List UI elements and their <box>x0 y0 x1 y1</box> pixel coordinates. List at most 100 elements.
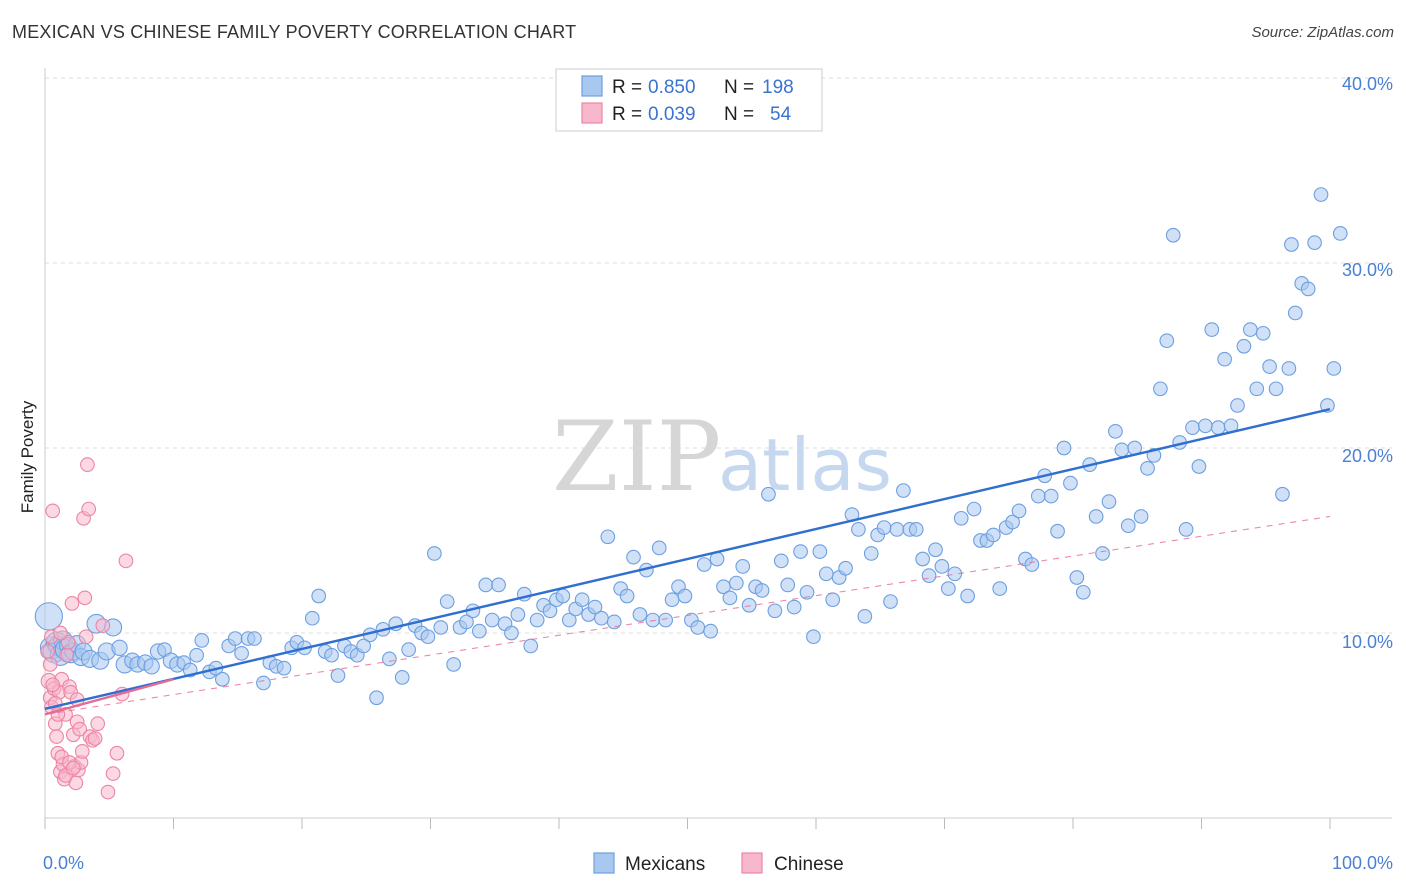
bottom-legend-chinese[interactable]: Chinese <box>774 854 844 875</box>
mexicans-point <box>889 522 905 537</box>
mexicans-point <box>651 540 667 556</box>
mexicans-point <box>626 549 641 565</box>
mexicans-point <box>1230 398 1245 413</box>
chinese-point <box>72 721 88 737</box>
chinese-point <box>78 629 94 645</box>
legend-r-value-1: 0.850 <box>648 77 696 98</box>
mexicans-point <box>664 592 680 608</box>
mexicans-point <box>427 546 442 561</box>
chinese-point <box>87 731 103 746</box>
mexicans-point <box>896 483 911 498</box>
mexicans-point <box>1005 514 1020 530</box>
mexicans-point <box>703 623 718 639</box>
mexicans-point <box>1101 494 1117 510</box>
mexicans-point <box>928 542 943 558</box>
mexicans-point <box>504 625 519 641</box>
mexicans-point <box>851 522 866 537</box>
mexicans-point <box>632 607 648 622</box>
mexicans-point <box>915 551 931 567</box>
mexicans-point <box>921 568 937 584</box>
chinese-point <box>59 647 75 663</box>
mexicans-point <box>529 612 545 628</box>
legend-r-value-2: 0.039 <box>648 104 696 125</box>
mexicans-point <box>1178 522 1194 537</box>
chinese-point <box>40 644 55 659</box>
mexicans-point <box>1198 418 1213 434</box>
mexicans-point <box>214 671 230 687</box>
trend-lines <box>44 407 1331 716</box>
chinese-point <box>118 553 134 569</box>
legend-n-value-2: 54 <box>770 104 792 125</box>
mexicans-point <box>1075 584 1091 600</box>
mexicans-point <box>1249 381 1265 397</box>
watermark-zip: ZIP <box>552 401 721 513</box>
mexicans-point <box>1204 322 1220 337</box>
mexicans-point <box>1140 461 1155 476</box>
mexicans-point <box>1088 509 1104 524</box>
mexicans-point <box>394 670 410 685</box>
mexicans-point <box>330 668 346 683</box>
bottom-legend[interactable]: Mexicans Chinese <box>593 852 844 875</box>
chinese-point <box>42 657 58 672</box>
mexicans-point <box>1095 546 1110 561</box>
mexicans-point <box>276 660 292 676</box>
mexicans-point <box>484 612 500 628</box>
mexicans-point <box>311 588 327 604</box>
watermark-atlas: atlas <box>718 423 892 507</box>
mexicans-point <box>382 651 397 667</box>
chinese-trend-line <box>44 678 174 716</box>
y-tick-label: 10.0% <box>1342 632 1393 652</box>
mexicans-point <box>985 527 1001 543</box>
mexicans-point <box>1313 187 1329 202</box>
chart-title: MEXICAN VS CHINESE FAMILY POVERTY CORREL… <box>12 22 577 42</box>
chinese-point <box>90 716 106 732</box>
chinese-point <box>100 784 116 800</box>
y-tick-label: 40.0% <box>1342 74 1393 94</box>
legend-box[interactable]: R = 0.850 N = 198 R = 0.039 N = 54 <box>555 68 823 132</box>
mexicans-point <box>1120 518 1136 534</box>
y-tick-label: 20.0% <box>1342 446 1393 466</box>
mexicans-point <box>574 592 590 608</box>
mexicans-point <box>883 594 898 609</box>
mexicans-point <box>1159 333 1175 349</box>
mexicans-point <box>542 603 558 619</box>
mexicans-point <box>1011 503 1027 519</box>
mexicans-point <box>600 529 616 545</box>
chinese-point <box>81 501 97 517</box>
mexicans-point <box>491 577 506 593</box>
mexicans-point <box>439 594 455 609</box>
mexicans-point <box>510 607 526 622</box>
mexicans-point <box>143 658 160 675</box>
mexicans-point <box>189 647 204 663</box>
mexicans-point <box>1217 351 1232 367</box>
mexicans-point <box>812 544 828 559</box>
y-axis-label: Family Poverty <box>18 400 37 513</box>
mexicans-point <box>324 647 339 663</box>
mexicans-point <box>658 612 674 628</box>
legend-r-label-2: R = <box>612 104 642 125</box>
tick-labels: 10.0% 20.0% 30.0% 40.0% 0.0% 100.0% <box>43 74 1393 873</box>
mexicans-point <box>1063 475 1078 491</box>
mexicans-point <box>735 559 751 574</box>
bottom-legend-mexicans[interactable]: Mexicans <box>625 854 705 875</box>
mexicans-point <box>471 623 487 639</box>
mexicans-point <box>1185 420 1200 436</box>
watermark: ZIP atlas <box>552 401 892 513</box>
mexicans-point <box>1262 359 1277 374</box>
mexicans-point <box>780 577 796 593</box>
mexicans-point <box>690 620 706 635</box>
legend-n-value-1: 198 <box>762 77 794 98</box>
legend-swatch-chinese <box>581 102 603 124</box>
mexicans-point <box>34 602 64 631</box>
mexicans-point <box>1320 398 1335 413</box>
mexicans-point <box>1332 226 1348 241</box>
mexicans-point <box>619 588 635 604</box>
mexicans-point <box>857 608 873 624</box>
chinese-point <box>80 457 95 473</box>
y-tick-label: 30.0% <box>1342 260 1393 280</box>
data-points <box>34 187 1348 800</box>
mexicans-point <box>594 610 609 626</box>
mexicans-point <box>728 575 744 591</box>
gridlines <box>45 77 1392 634</box>
mexicans-point <box>369 690 384 706</box>
